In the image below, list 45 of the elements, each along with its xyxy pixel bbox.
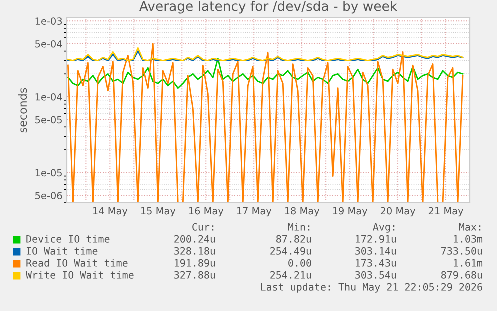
x-tick-label: 21 May (428, 207, 464, 217)
chart-title: Average latency for /dev/sda - by week (140, 1, 398, 14)
text: Last update: Thu May 21 22:05:29 2026 (261, 283, 482, 293)
text: 172.91u (356, 235, 396, 243)
text: 200.24u (174, 235, 216, 243)
y-tick-label: 1e-03 (36, 18, 62, 25)
text: 254.49u (270, 247, 312, 255)
text: 733.50u (442, 247, 482, 255)
line-series (68, 47, 464, 62)
text: 303.14u (356, 247, 396, 255)
text: 0.00 (288, 259, 312, 267)
y-tick-label: 5e-05 (36, 116, 62, 124)
x-tick-label: 18 May (285, 207, 320, 217)
text: 191.89u (175, 259, 216, 267)
y-axis-title: seconds (18, 88, 28, 133)
legend-label: Read IO Wait time (26, 259, 128, 267)
text: Cur: (192, 223, 214, 231)
x-tick-label: 16 May (189, 207, 224, 217)
text: 1.03m (454, 235, 483, 243)
legend-label: Write IO Wait time (26, 271, 134, 279)
text: 87.82u (276, 235, 312, 243)
y-tick-label: 5e-06 (36, 192, 62, 200)
y-tick-label: 1e-04 (36, 93, 62, 101)
line-series (68, 43, 464, 203)
y-tick-label: 1e-05 (36, 169, 62, 177)
y-tick-label: 5e-04 (36, 40, 62, 48)
text: 879.68u (441, 271, 482, 279)
text: 303.54u (356, 271, 396, 279)
text: Min: (288, 223, 310, 231)
x-tick-label: 14 May (93, 207, 128, 217)
legend-label: IO Wait time (26, 247, 98, 255)
x-tick-label: 19 May (333, 207, 368, 217)
text: Avg: (373, 223, 395, 233)
text: 1.61m (454, 259, 483, 267)
text: Max: (459, 223, 481, 231)
x-tick-label: 17 May (237, 207, 272, 217)
x-tick-label: 15 May (141, 207, 176, 217)
text: 254.21u (270, 271, 312, 279)
text: 328.18u (174, 247, 216, 255)
x-tick-label: 20 May (380, 207, 416, 217)
text: 173.43u (356, 259, 396, 267)
text: 327.88u (174, 271, 216, 279)
line-series (68, 58, 464, 90)
legend-label: Device IO time (26, 235, 110, 243)
line-series (68, 50, 464, 62)
